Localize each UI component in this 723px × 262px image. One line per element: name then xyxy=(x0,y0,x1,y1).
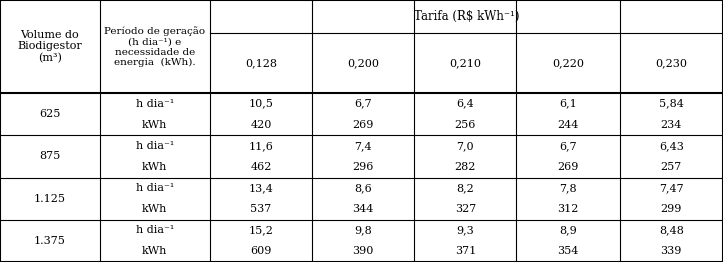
Text: 7,4: 7,4 xyxy=(354,141,372,151)
Text: 8,9: 8,9 xyxy=(559,225,577,235)
Text: 296: 296 xyxy=(353,162,374,172)
Text: Volume do
Biodigestor
(m³): Volume do Biodigestor (m³) xyxy=(17,30,82,63)
Text: 269: 269 xyxy=(353,120,374,130)
Text: kWh: kWh xyxy=(142,162,168,172)
Text: 269: 269 xyxy=(557,162,578,172)
Text: 7,47: 7,47 xyxy=(659,183,684,193)
Text: 327: 327 xyxy=(455,204,476,214)
Text: 0,230: 0,230 xyxy=(655,58,688,68)
Text: 15,2: 15,2 xyxy=(249,225,273,235)
Text: h dia⁻¹: h dia⁻¹ xyxy=(136,183,174,193)
Text: h dia⁻¹: h dia⁻¹ xyxy=(136,99,174,108)
Text: kWh: kWh xyxy=(142,204,168,214)
Text: 13,4: 13,4 xyxy=(249,183,273,193)
Text: 354: 354 xyxy=(557,247,578,256)
Text: 6,7: 6,7 xyxy=(354,99,372,108)
Text: 8,48: 8,48 xyxy=(659,225,684,235)
Text: 1.125: 1.125 xyxy=(34,194,66,204)
Text: 537: 537 xyxy=(250,204,272,214)
Text: 0,220: 0,220 xyxy=(552,58,584,68)
Text: 8,6: 8,6 xyxy=(354,183,372,193)
Text: 9,3: 9,3 xyxy=(456,225,474,235)
Text: Período de geração
(h dia⁻¹) e
necessidade de
energia  (kWh).: Período de geração (h dia⁻¹) e necessida… xyxy=(104,26,205,67)
Text: 6,7: 6,7 xyxy=(559,141,577,151)
Text: 0,210: 0,210 xyxy=(449,58,482,68)
Text: 5,84: 5,84 xyxy=(659,99,684,108)
Text: 371: 371 xyxy=(455,247,476,256)
Text: h dia⁻¹: h dia⁻¹ xyxy=(136,141,174,151)
Text: 6,4: 6,4 xyxy=(456,99,474,108)
Text: 8,2: 8,2 xyxy=(456,183,474,193)
Text: 11,6: 11,6 xyxy=(249,141,273,151)
Text: 609: 609 xyxy=(250,247,272,256)
Text: 244: 244 xyxy=(557,120,578,130)
Text: 256: 256 xyxy=(455,120,476,130)
Text: 1.375: 1.375 xyxy=(34,236,66,246)
Text: 234: 234 xyxy=(661,120,682,130)
Text: 6,43: 6,43 xyxy=(659,141,684,151)
Text: 875: 875 xyxy=(39,151,61,161)
Text: 9,8: 9,8 xyxy=(354,225,372,235)
Text: 312: 312 xyxy=(557,204,578,214)
Text: 7,8: 7,8 xyxy=(559,183,577,193)
Text: kWh: kWh xyxy=(142,120,168,130)
Text: 299: 299 xyxy=(661,204,682,214)
Text: 7,0: 7,0 xyxy=(456,141,474,151)
Text: 0,128: 0,128 xyxy=(245,58,277,68)
Text: 6,1: 6,1 xyxy=(559,99,577,108)
Text: 344: 344 xyxy=(353,204,374,214)
Text: kWh: kWh xyxy=(142,247,168,256)
Text: 462: 462 xyxy=(250,162,272,172)
Text: 0,200: 0,200 xyxy=(347,58,380,68)
Text: 339: 339 xyxy=(661,247,682,256)
Text: 282: 282 xyxy=(455,162,476,172)
Text: Tarifa (R$ kWh⁻¹): Tarifa (R$ kWh⁻¹) xyxy=(414,10,519,23)
Text: 420: 420 xyxy=(250,120,272,130)
Text: 10,5: 10,5 xyxy=(249,99,273,108)
Text: 625: 625 xyxy=(39,109,61,119)
Text: 390: 390 xyxy=(353,247,374,256)
Text: h dia⁻¹: h dia⁻¹ xyxy=(136,225,174,235)
Text: 257: 257 xyxy=(661,162,682,172)
